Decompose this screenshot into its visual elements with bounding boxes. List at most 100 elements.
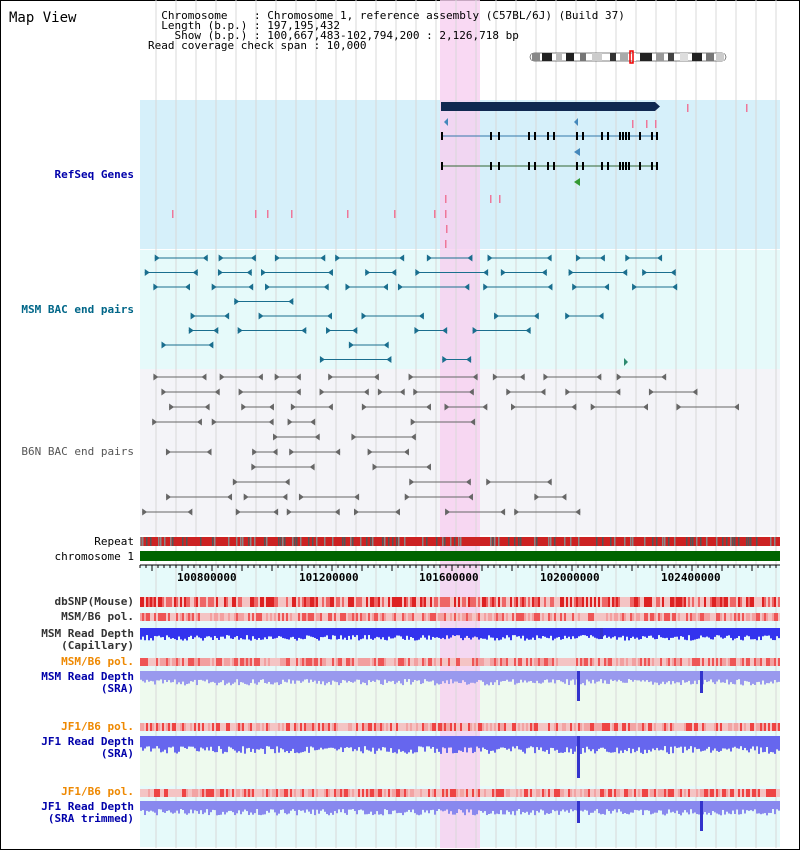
depth-bar [254, 628, 256, 639]
heat-cell [570, 789, 572, 797]
depth-bar [648, 736, 650, 750]
heat-cell [344, 597, 346, 607]
depth-bar [388, 628, 390, 637]
heat-cell [620, 658, 622, 666]
heat-cell [646, 789, 648, 797]
depth-bar [338, 801, 340, 810]
heat-cell [360, 789, 362, 797]
depth-bar [754, 671, 756, 685]
heat-cell [530, 613, 532, 621]
heat-cell [390, 789, 392, 797]
depth-bar [268, 628, 270, 637]
bac-end [272, 448, 278, 456]
heat-cell [296, 613, 298, 621]
depth-bar [390, 736, 392, 749]
heat-cell [776, 597, 778, 607]
heat-cell [360, 613, 362, 621]
heat-cell [462, 613, 464, 621]
repeat-mark [508, 537, 510, 546]
repeat-mark [578, 537, 580, 546]
heat-cell [314, 789, 316, 797]
heat-cell [748, 723, 750, 731]
heat-cell [266, 597, 268, 607]
heat-cell [708, 613, 710, 621]
heat-cell [700, 597, 702, 607]
bac-end [286, 508, 292, 516]
depth-bar [568, 671, 570, 686]
depth-bar [154, 736, 156, 749]
repeat-mark [692, 537, 694, 546]
heat-cell [316, 789, 318, 797]
heat-cell [384, 613, 386, 621]
heat-cell [228, 723, 230, 731]
heat-cell [164, 597, 166, 607]
depth-bar [488, 628, 490, 636]
heat-cell [244, 789, 246, 797]
heat-cell [452, 613, 454, 621]
heat-cell [166, 789, 168, 797]
depth-bar [562, 736, 564, 753]
heat-cell [720, 723, 722, 731]
depth-bar [758, 671, 760, 682]
track-label-refseq[interactable]: RefSeq Genes [54, 168, 134, 181]
depth-bar [632, 671, 634, 682]
repeat-mark [228, 537, 230, 546]
depth-bar [676, 671, 678, 683]
depth-bar [738, 628, 740, 637]
heat-cell [248, 597, 250, 607]
heat-cell [382, 789, 384, 797]
heat-cell [590, 789, 592, 797]
bac-end [465, 478, 471, 486]
depth-bar [274, 736, 276, 754]
heat-cell [298, 597, 300, 607]
heat-cell [572, 723, 574, 731]
heat-cell [176, 613, 178, 621]
heat-cell [486, 597, 488, 607]
ideogram-band [542, 53, 552, 61]
depth-bar [758, 628, 760, 637]
depth-bar [746, 628, 748, 636]
heat-cell [534, 789, 536, 797]
heat-cell [156, 789, 158, 797]
depth-bar [626, 736, 628, 752]
heat-cell [778, 597, 780, 607]
heat-cell [450, 723, 452, 731]
heat-cell [414, 723, 416, 731]
exon [547, 132, 549, 140]
heat-cell [644, 658, 646, 666]
depth-bar [468, 801, 470, 813]
depth-bar [494, 736, 496, 753]
bac-end [335, 254, 341, 262]
repeat-mark [686, 537, 688, 546]
heat-cell [302, 658, 304, 666]
depth-bar [544, 628, 546, 637]
heat-cell [746, 597, 748, 607]
track-label-b6n-bac[interactable]: B6N BAC end pairs [21, 445, 134, 458]
heat-cell [712, 613, 714, 621]
heat-cell [228, 613, 230, 621]
bac-end [541, 269, 547, 276]
depth-bar [154, 801, 156, 813]
depth-spike [700, 671, 703, 693]
heat-cell [150, 597, 152, 607]
depth-bar [392, 736, 394, 753]
depth-bar [470, 736, 472, 748]
depth-bar [696, 628, 698, 639]
heat-cell [620, 723, 622, 731]
heat-cell [214, 597, 216, 607]
depth-bar [616, 736, 618, 748]
track-label-msm-bac[interactable]: MSM BAC end pairs [21, 303, 134, 316]
heat-cell [314, 613, 316, 621]
heat-cell [766, 613, 768, 621]
bac-end [575, 508, 581, 516]
heat-cell [464, 658, 466, 666]
depth-spike [577, 801, 580, 823]
heat-cell [760, 597, 762, 607]
heat-cell [742, 723, 744, 731]
heat-cell [698, 597, 700, 607]
depth-bar [328, 671, 330, 682]
depth-bar [432, 736, 434, 747]
depth-bar [726, 628, 728, 636]
heat-cell [534, 597, 536, 607]
